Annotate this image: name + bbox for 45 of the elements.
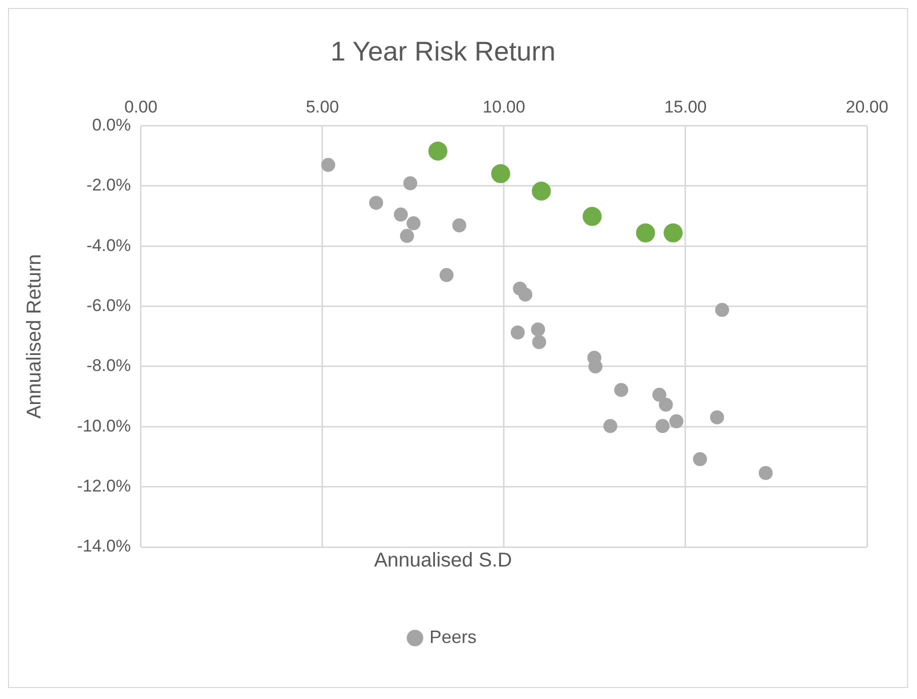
y-tick-label: -10.0% [76, 416, 131, 436]
point [369, 196, 384, 210]
y-tick-label: -12.0% [76, 476, 131, 496]
point [664, 223, 683, 242]
point [452, 218, 466, 232]
point [715, 302, 730, 317]
point [658, 398, 673, 412]
x-tick-label: 10.00 [482, 97, 526, 116]
x-tick-label: 0.00 [124, 97, 158, 116]
y-tick-label: -8.0% [86, 356, 131, 376]
point [532, 182, 551, 201]
chart-title: 1 Year Risk Return [330, 36, 556, 67]
y-axis-title: Annualised Return [24, 254, 46, 419]
y-tick-label: -2.0% [86, 176, 131, 195]
x-axis-title: Annualised S.D [374, 550, 512, 572]
y-tick-label: -6.0% [86, 296, 131, 315]
point [636, 223, 656, 242]
point [710, 410, 724, 424]
point [531, 322, 546, 336]
point [440, 268, 454, 282]
y-tick-label: -14.0% [76, 536, 131, 556]
point [428, 142, 448, 161]
x-tick-label: 20.00 [846, 97, 888, 116]
point [582, 206, 602, 226]
x-tick-label: 15.00 [664, 97, 707, 116]
point [656, 419, 670, 434]
point [518, 288, 532, 302]
point [603, 419, 618, 434]
point [400, 228, 414, 243]
x-tick-label: 5.00 [306, 97, 339, 116]
point [532, 335, 546, 350]
y-tick-label: -4.0% [86, 236, 131, 255]
point [403, 176, 418, 190]
point [510, 325, 525, 340]
point [394, 208, 408, 222]
legend-label: Peers [429, 626, 477, 647]
point [614, 382, 628, 397]
point [406, 216, 421, 230]
point [652, 388, 666, 402]
y-tick-label: 0.0% [92, 115, 131, 134]
point [491, 164, 510, 184]
point [692, 452, 707, 466]
point [669, 414, 684, 428]
point [758, 466, 773, 480]
point [321, 158, 336, 172]
